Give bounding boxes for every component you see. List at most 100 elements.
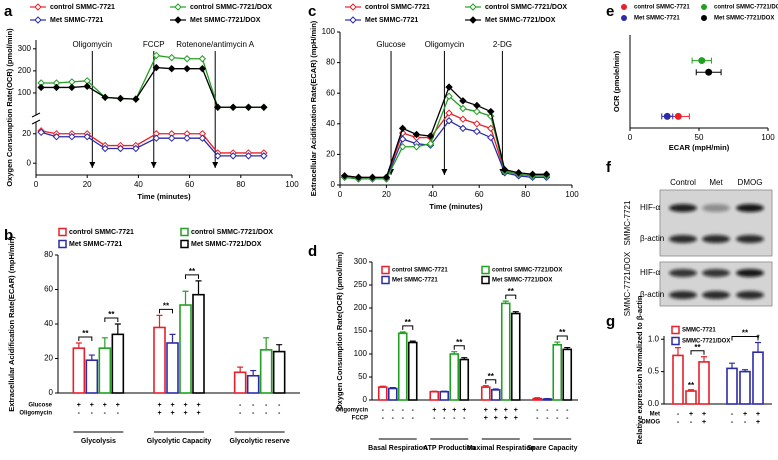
x-tick-label: 0 <box>628 133 633 142</box>
y-tick-label: 100 <box>322 27 336 36</box>
legend-label: SMMC-7721 <box>682 328 716 334</box>
y-axis-title: Oxygen Consumption Rate(OCR) (pmol/min) <box>335 251 344 410</box>
legend-label: Met SMMC-7721/DOX <box>714 16 774 22</box>
y-tick-label: 20 <box>44 354 53 363</box>
data-point <box>229 152 237 160</box>
column-label: DMOG <box>738 178 763 187</box>
legend-label: control SMMC-7721/DOX <box>191 229 273 236</box>
bar <box>510 312 521 401</box>
cell-line-label: SMMC-7721 <box>623 200 632 245</box>
data-point <box>542 170 551 178</box>
blot-membrane <box>659 189 773 257</box>
x-tick-label: 0 <box>34 180 39 189</box>
treatment-mark: - <box>278 410 281 417</box>
data-point <box>244 152 253 160</box>
annotation-label: 2-DG <box>493 40 512 49</box>
data-point <box>445 92 453 100</box>
error-bar <box>688 389 694 392</box>
x-tick-label: 50 <box>695 133 704 142</box>
data-point <box>152 51 161 60</box>
x-tick-label: 80 <box>521 190 530 199</box>
treatment-mark: + <box>196 402 200 409</box>
legend-label: control SMMC-7721/DOX <box>492 268 562 274</box>
data-point <box>473 101 481 110</box>
treatment-mark: + <box>462 407 466 414</box>
legend-label: Met SMMC-7721 <box>69 241 122 248</box>
treatment-mark: - <box>566 407 569 414</box>
data-point <box>412 130 421 139</box>
data-point <box>368 173 377 182</box>
legend-label: Met SMMC-7721 <box>365 17 418 24</box>
data-point <box>198 55 207 63</box>
data-point <box>487 124 495 133</box>
treatment-name: Met <box>650 412 660 418</box>
error-bar <box>742 369 748 372</box>
legend-swatch <box>58 227 67 237</box>
panel-letter: d <box>308 243 317 260</box>
error-bar <box>701 356 707 362</box>
error-bar <box>101 337 108 349</box>
treatment-mark: - <box>392 407 395 414</box>
treatment-mark: - <box>382 415 385 422</box>
data-point <box>68 133 76 141</box>
bar <box>407 341 418 401</box>
bar <box>439 390 450 401</box>
bar <box>98 347 112 394</box>
blot-band <box>736 235 764 243</box>
y-tick-label: 300 <box>354 257 368 266</box>
significance-label: ** <box>108 310 115 319</box>
error-bar <box>534 397 541 399</box>
error-bar <box>276 344 283 352</box>
treatment-mark: + <box>157 410 161 417</box>
treatment-mark: - <box>556 407 559 414</box>
treatment-mark: + <box>196 410 200 417</box>
treatment-mark: + <box>442 407 446 414</box>
y-tick-label: 20 <box>326 150 335 159</box>
data-point <box>398 143 407 151</box>
legend-swatch <box>671 325 680 335</box>
error-bar <box>169 333 176 343</box>
data-point <box>459 104 467 113</box>
bar <box>480 386 491 401</box>
treatment-mark: - <box>556 415 559 422</box>
significance-bracket <box>485 379 497 384</box>
error-bar <box>195 280 202 295</box>
significance-label: ** <box>688 381 695 390</box>
legend-label: SMMC-7721/DOX <box>682 339 730 345</box>
blot-band <box>702 291 730 299</box>
legend-marker <box>701 15 707 21</box>
bar <box>739 370 751 405</box>
error-bar <box>250 369 257 376</box>
data-point <box>167 64 176 73</box>
bar <box>272 350 286 394</box>
y-tick-label: 0 <box>363 395 368 404</box>
data-point <box>260 152 268 160</box>
annotation-label: Oligomycin <box>73 40 113 49</box>
bar <box>377 386 388 401</box>
treatment-mark: - <box>536 415 539 422</box>
error-bar <box>729 362 735 369</box>
legend-marker <box>469 3 477 11</box>
treatment-mark: + <box>484 415 488 422</box>
x-tick-label: 20 <box>83 180 92 189</box>
legend-label: Met SMMC-7721 <box>392 278 438 284</box>
treatment-name: DMOG <box>641 420 660 426</box>
data-point <box>501 165 509 174</box>
data-point <box>382 173 391 182</box>
significance-label: ** <box>742 329 749 338</box>
data-point <box>705 68 713 76</box>
data-point <box>459 115 467 123</box>
significance-bracket <box>556 335 568 341</box>
error-bar <box>75 342 82 349</box>
category-label: Basal Respiration <box>368 445 427 452</box>
x-axis-title: Time (minutes) <box>137 192 191 201</box>
legend-label: Met SMMC-7721 <box>50 17 103 24</box>
treatment-mark: + <box>103 402 107 409</box>
data-point <box>132 95 140 103</box>
treatment-mark: + <box>90 402 94 409</box>
x-tick-label: 40 <box>428 190 437 199</box>
cell-line-label: SMMC-7721/DOX <box>623 251 632 316</box>
panel-letter: b <box>4 227 13 244</box>
error-bar <box>461 357 468 360</box>
treatment-mark: + <box>494 415 498 422</box>
